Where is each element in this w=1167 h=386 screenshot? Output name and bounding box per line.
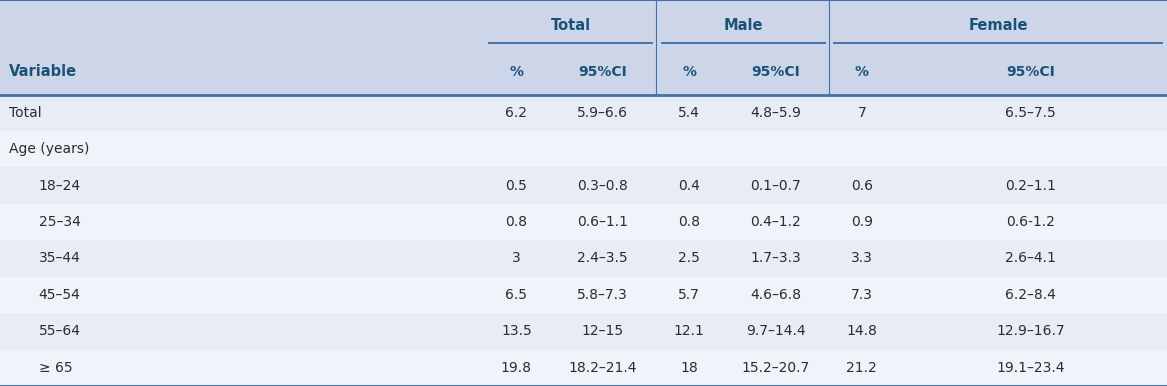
Text: 95%CI: 95%CI xyxy=(752,65,799,79)
Bar xyxy=(0,168,1167,204)
Text: %: % xyxy=(510,65,523,79)
Text: 13.5: 13.5 xyxy=(501,324,532,339)
Text: 5.4: 5.4 xyxy=(678,106,700,120)
Text: 21.2: 21.2 xyxy=(846,361,878,375)
Text: 0.8: 0.8 xyxy=(678,215,700,229)
Text: Age (years): Age (years) xyxy=(9,142,90,156)
Text: 19.1–23.4: 19.1–23.4 xyxy=(997,361,1064,375)
Text: 15.2–20.7: 15.2–20.7 xyxy=(741,361,810,375)
Text: Male: Male xyxy=(724,18,763,33)
Bar xyxy=(0,95,1167,131)
Text: 6.2: 6.2 xyxy=(505,106,527,120)
Text: 0.6-1.2: 0.6-1.2 xyxy=(1006,215,1055,229)
Text: 0.4–1.2: 0.4–1.2 xyxy=(750,215,801,229)
Text: Female: Female xyxy=(969,18,1028,33)
Text: 95%CI: 95%CI xyxy=(1006,65,1055,79)
Text: 6.5: 6.5 xyxy=(505,288,527,302)
Text: 7.3: 7.3 xyxy=(851,288,873,302)
Text: 4.8–5.9: 4.8–5.9 xyxy=(750,106,801,120)
Text: 3.3: 3.3 xyxy=(851,252,873,266)
Text: 7: 7 xyxy=(858,106,866,120)
Bar xyxy=(0,350,1167,386)
Text: 0.6: 0.6 xyxy=(851,179,873,193)
Text: %: % xyxy=(855,65,868,79)
Text: 25–34: 25–34 xyxy=(39,215,81,229)
Text: 18.2–21.4: 18.2–21.4 xyxy=(568,361,637,375)
Text: 0.9: 0.9 xyxy=(851,215,873,229)
Text: 0.3–0.8: 0.3–0.8 xyxy=(578,179,628,193)
Text: 5.8–7.3: 5.8–7.3 xyxy=(578,288,628,302)
Text: 2.4–3.5: 2.4–3.5 xyxy=(578,252,628,266)
Text: 12–15: 12–15 xyxy=(581,324,624,339)
Text: 14.8: 14.8 xyxy=(846,324,878,339)
Text: 4.6–6.8: 4.6–6.8 xyxy=(750,288,801,302)
Text: 0.2–1.1: 0.2–1.1 xyxy=(1005,179,1056,193)
Text: 0.5: 0.5 xyxy=(505,179,527,193)
Text: 2.6–4.1: 2.6–4.1 xyxy=(1005,252,1056,266)
Text: 0.6–1.1: 0.6–1.1 xyxy=(578,215,628,229)
Text: 55–64: 55–64 xyxy=(39,324,81,339)
Bar xyxy=(0,313,1167,350)
Text: 2.5: 2.5 xyxy=(678,252,700,266)
Text: ≥ 65: ≥ 65 xyxy=(39,361,72,375)
Text: 6.5–7.5: 6.5–7.5 xyxy=(1005,106,1056,120)
Text: 0.8: 0.8 xyxy=(505,215,527,229)
Text: 12.1: 12.1 xyxy=(673,324,705,339)
Text: 19.8: 19.8 xyxy=(501,361,532,375)
Text: 0.1–0.7: 0.1–0.7 xyxy=(750,179,801,193)
Text: 18: 18 xyxy=(680,361,698,375)
Text: %: % xyxy=(683,65,696,79)
Text: Variable: Variable xyxy=(9,64,77,80)
Text: 95%CI: 95%CI xyxy=(579,65,627,79)
Text: 3: 3 xyxy=(512,252,520,266)
Text: 6.2–8.4: 6.2–8.4 xyxy=(1005,288,1056,302)
Text: 9.7–14.4: 9.7–14.4 xyxy=(746,324,805,339)
Text: 12.9–16.7: 12.9–16.7 xyxy=(997,324,1064,339)
Text: 5.7: 5.7 xyxy=(678,288,700,302)
Text: 1.7–3.3: 1.7–3.3 xyxy=(750,252,801,266)
Text: 5.9–6.6: 5.9–6.6 xyxy=(578,106,628,120)
Bar xyxy=(0,204,1167,240)
Text: 35–44: 35–44 xyxy=(39,252,81,266)
Bar xyxy=(0,0,1167,95)
Bar xyxy=(0,277,1167,313)
Text: 0.4: 0.4 xyxy=(678,179,700,193)
Text: Total: Total xyxy=(551,18,591,33)
Text: Total: Total xyxy=(9,106,42,120)
Bar xyxy=(0,240,1167,277)
Bar xyxy=(0,131,1167,168)
Text: 18–24: 18–24 xyxy=(39,179,81,193)
Text: 45–54: 45–54 xyxy=(39,288,81,302)
